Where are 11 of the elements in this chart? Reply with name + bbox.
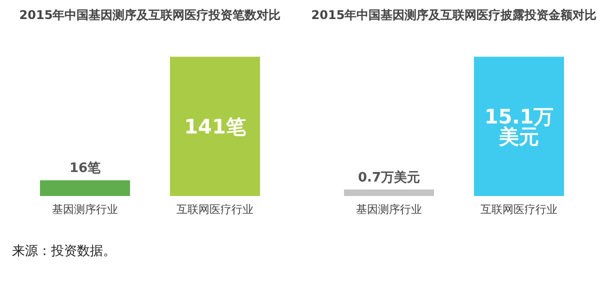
source-note: 来源：投资数据。 [12,243,117,260]
data-label: 141笔 [184,114,246,138]
x-tick-label: 基因测序行业 [52,203,118,216]
x-tick-label: 互联网医疗行业 [480,203,558,216]
x-tick-label: 互联网医疗行业 [176,203,254,216]
data-label: 0.7万美元 [358,170,420,186]
data-label: 15.1万美元 [484,104,554,148]
chart-title: 2015年中国基因测序及互联网医疗投资笔数对比 [19,8,281,22]
data-label: 16笔 [69,161,102,176]
x-tick-label: 基因测序行业 [356,203,422,216]
chart-title: 2015年中国基因测序及互联网医疗披露投资金额对比 [311,8,597,22]
